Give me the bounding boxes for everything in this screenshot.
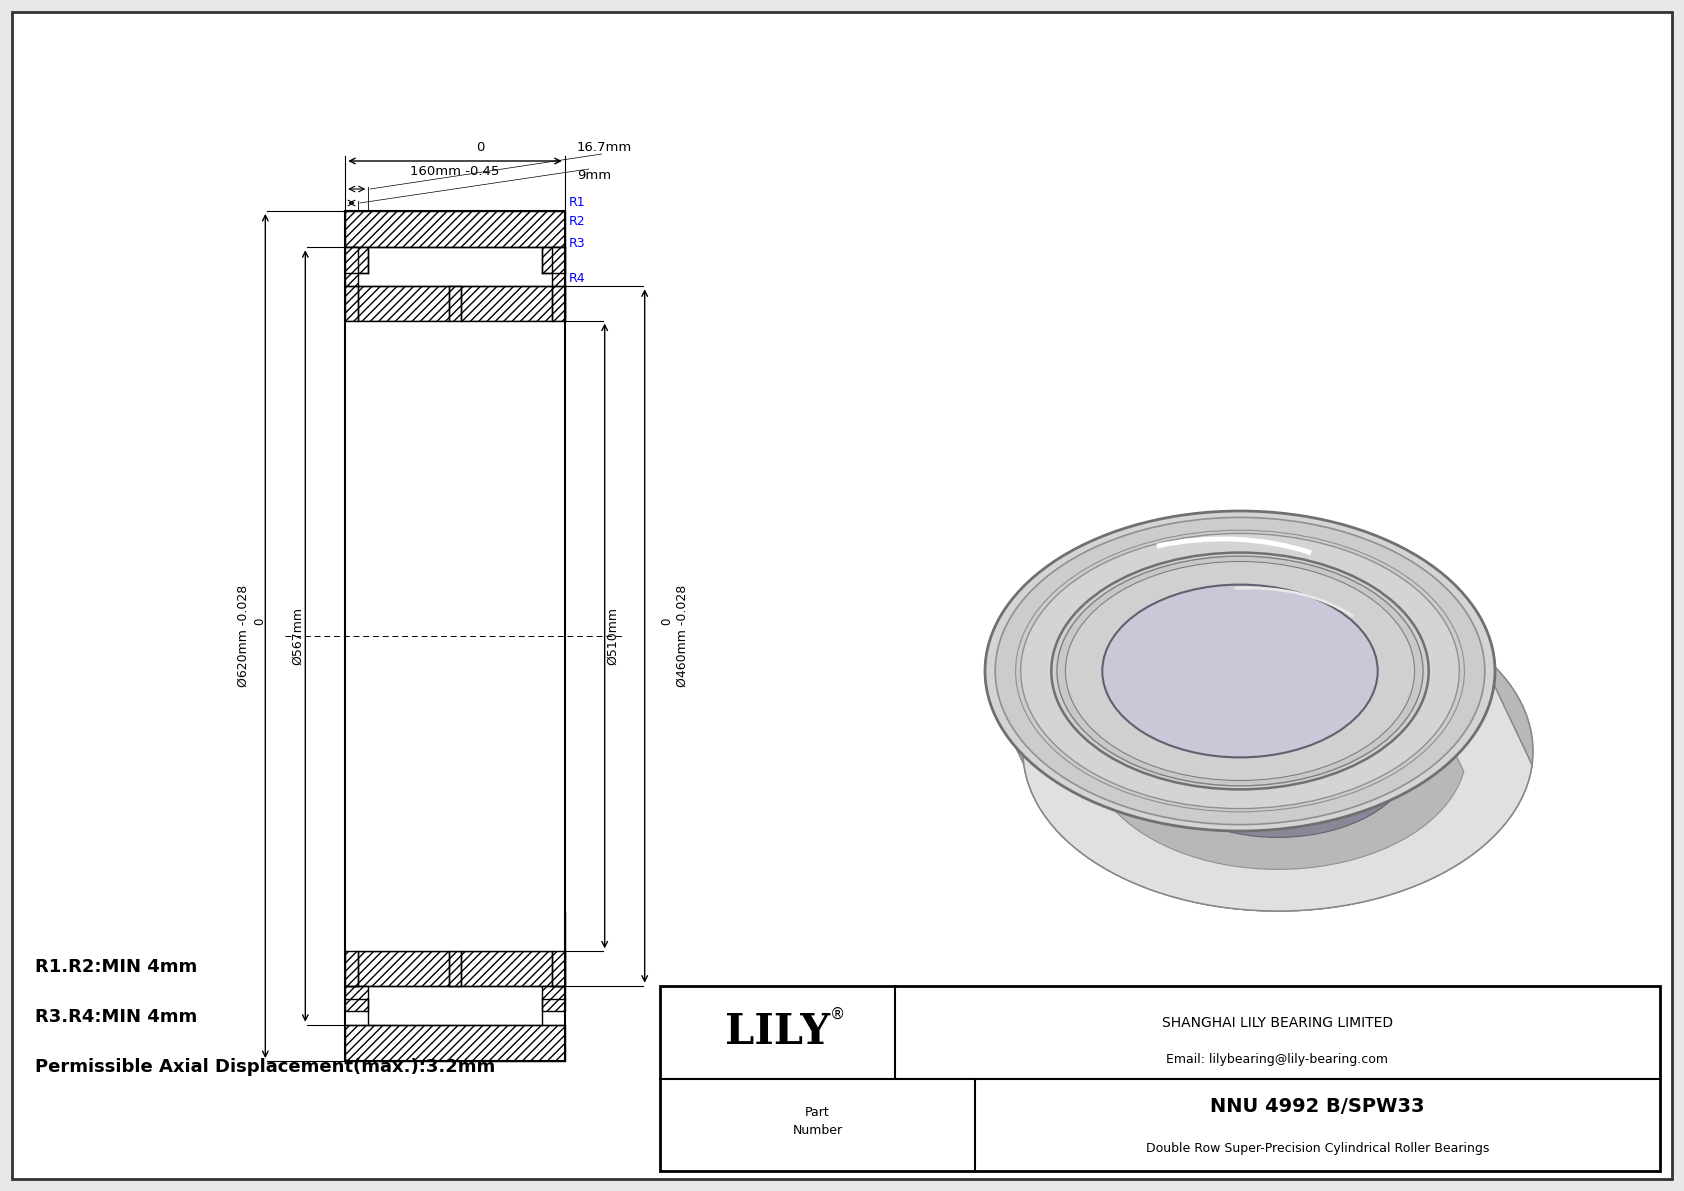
Ellipse shape: [1066, 561, 1415, 780]
Polygon shape: [985, 685, 1532, 911]
Text: Ø620mm -0.028: Ø620mm -0.028: [237, 585, 249, 687]
Polygon shape: [1103, 671, 1416, 837]
Ellipse shape: [1021, 534, 1460, 809]
Text: R2: R2: [569, 216, 586, 229]
Ellipse shape: [1022, 591, 1532, 911]
Ellipse shape: [1090, 632, 1467, 869]
Text: R3.R4:MIN 4mm: R3.R4:MIN 4mm: [35, 1008, 197, 1025]
Text: Double Row Super-Precision Cylindrical Roller Bearings: Double Row Super-Precision Cylindrical R…: [1145, 1142, 1489, 1155]
Ellipse shape: [995, 517, 1485, 824]
Text: 0: 0: [660, 617, 674, 625]
Text: 0: 0: [477, 141, 485, 154]
Bar: [450, 286, 461, 320]
Text: 9mm: 9mm: [576, 169, 611, 182]
Text: Email: lilybearing@lily-bearing.com: Email: lilybearing@lily-bearing.com: [1167, 1054, 1389, 1066]
Text: 0: 0: [253, 617, 266, 625]
Text: Ø510mm: Ø510mm: [606, 607, 620, 665]
Bar: [345, 211, 564, 248]
Text: ®: ®: [830, 1006, 845, 1022]
Text: 16.7mm: 16.7mm: [576, 141, 632, 154]
Text: R3: R3: [569, 237, 586, 250]
Bar: [552, 248, 564, 320]
Text: R4: R4: [569, 272, 586, 285]
Bar: [542, 986, 564, 1011]
Text: Ø460mm -0.028: Ø460mm -0.028: [677, 585, 689, 687]
Bar: [345, 320, 564, 952]
Ellipse shape: [1051, 553, 1428, 790]
Polygon shape: [1054, 692, 1463, 869]
Ellipse shape: [1140, 665, 1416, 837]
Text: R1.R2:MIN 4mm: R1.R2:MIN 4mm: [35, 958, 197, 975]
Text: NNU 4992 B/SPW33: NNU 4992 B/SPW33: [1211, 1097, 1425, 1116]
Bar: [345, 986, 369, 1011]
Text: SHANGHAI LILY BEARING LIMITED: SHANGHAI LILY BEARING LIMITED: [1162, 1016, 1393, 1030]
Polygon shape: [985, 671, 1532, 911]
Bar: [450, 952, 461, 986]
Bar: [345, 952, 564, 986]
Ellipse shape: [1058, 556, 1423, 786]
Bar: [552, 912, 564, 986]
Text: 160mm -0.45: 160mm -0.45: [411, 166, 500, 177]
Bar: [345, 912, 357, 986]
Text: Part
Number: Part Number: [793, 1105, 842, 1136]
Bar: [542, 248, 564, 273]
Text: Permissible Axial Displacement(max.):3.2mm: Permissible Axial Displacement(max.):3.2…: [35, 1058, 495, 1075]
Ellipse shape: [1103, 585, 1378, 757]
Bar: [345, 248, 369, 273]
Bar: [340, 206, 569, 1066]
Bar: [345, 248, 357, 320]
Bar: [345, 286, 564, 320]
Text: R1: R1: [569, 197, 586, 210]
Bar: [345, 1024, 564, 1061]
Text: Ø567mm: Ø567mm: [291, 607, 303, 665]
Ellipse shape: [985, 511, 1495, 831]
Bar: [660, 986, 1660, 1171]
Text: LILY: LILY: [726, 1011, 830, 1053]
